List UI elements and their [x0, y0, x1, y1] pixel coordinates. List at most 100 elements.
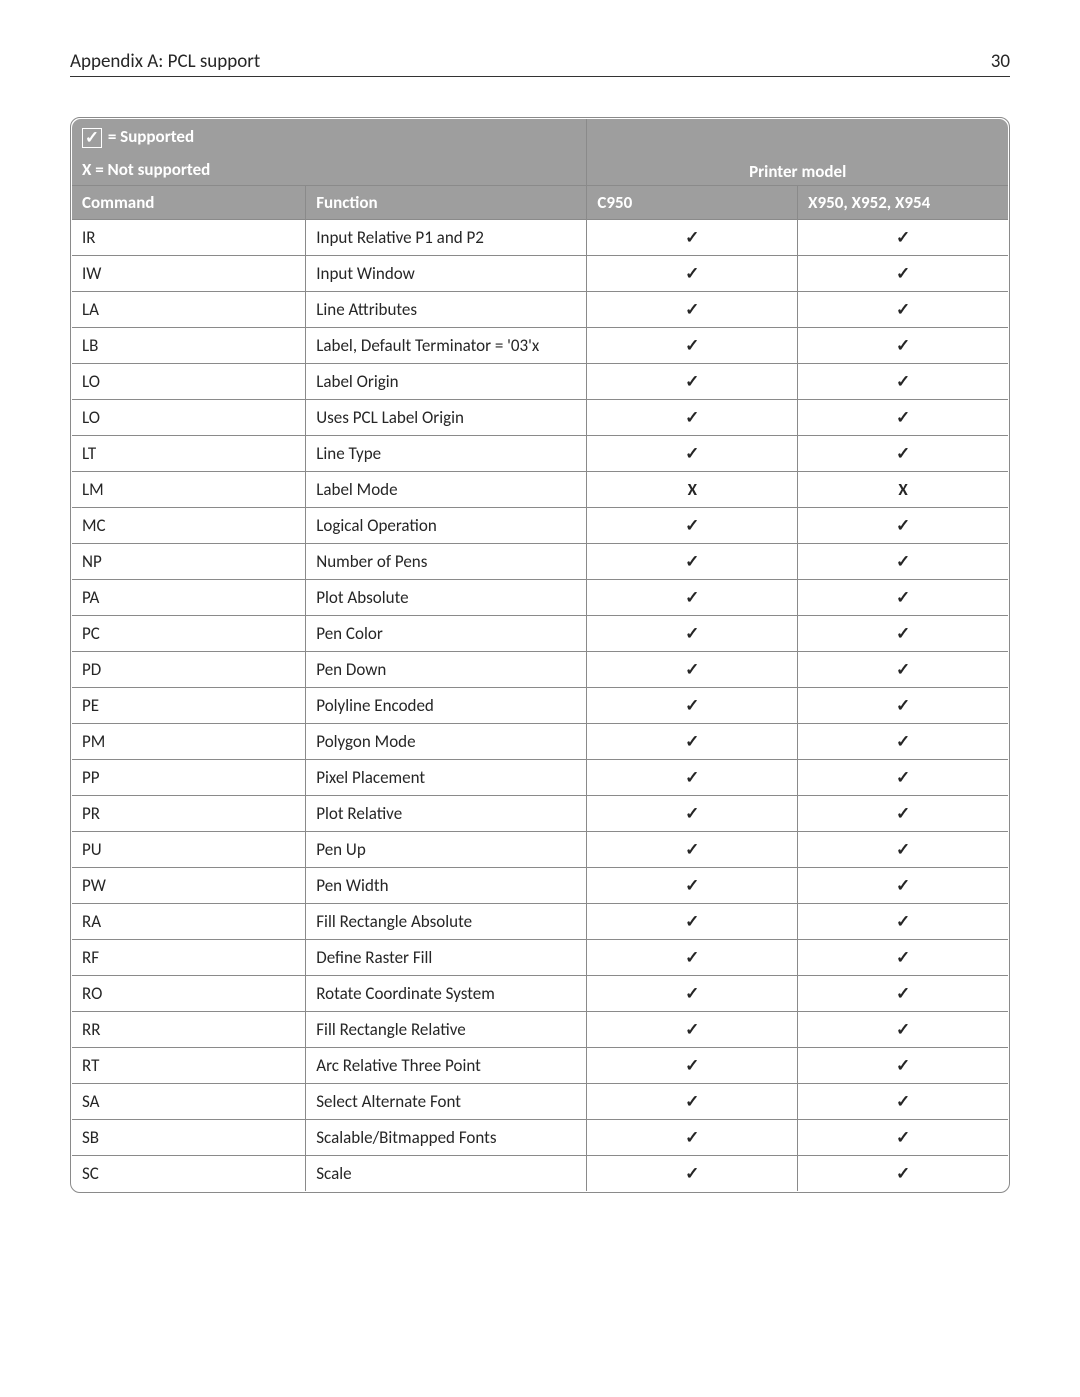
function-cell: Plot Relative	[306, 795, 587, 831]
command-cell: SC	[72, 1155, 306, 1191]
c950-support-cell: ✓	[587, 255, 798, 291]
c950-support-cell: ✓	[587, 975, 798, 1011]
c950-support-cell: ✓	[587, 579, 798, 615]
table-row: PEPolyline Encoded✓✓	[72, 687, 1009, 723]
table-row: RTArc Relative Three Point✓✓	[72, 1047, 1009, 1083]
command-cell: PD	[72, 651, 306, 687]
x95x-support-cell: ✓	[798, 363, 1009, 399]
function-cell: Select Alternate Font	[306, 1083, 587, 1119]
table-row: PAPlot Absolute✓✓	[72, 579, 1009, 615]
command-cell: RF	[72, 939, 306, 975]
x95x-support-cell: ✓	[798, 723, 1009, 759]
c950-support-cell: ✓	[587, 1083, 798, 1119]
page-header: Appendix A: PCL support 30	[70, 50, 1010, 77]
c950-support-cell: ✓	[587, 327, 798, 363]
table-row: RAFill Rectangle Absolute✓✓	[72, 903, 1009, 939]
col-c950: C950	[587, 185, 798, 219]
x95x-support-cell: ✓	[798, 687, 1009, 723]
function-cell: Define Raster Fill	[306, 939, 587, 975]
x95x-support-cell: ✓	[798, 507, 1009, 543]
function-cell: Label, Default Terminator = '03'x	[306, 327, 587, 363]
command-cell: RO	[72, 975, 306, 1011]
x95x-support-cell: ✓	[798, 219, 1009, 255]
command-cell: NP	[72, 543, 306, 579]
function-cell: Polyline Encoded	[306, 687, 587, 723]
c950-support-cell: ✓	[587, 759, 798, 795]
function-cell: Fill Rectangle Relative	[306, 1011, 587, 1047]
function-cell: Scalable/Bitmapped Fonts	[306, 1119, 587, 1155]
x95x-support-cell: ✓	[798, 867, 1009, 903]
table-row: IWInput Window✓✓	[72, 255, 1009, 291]
support-table-wrap: ✓ = Supported Printer model X = Not supp…	[70, 117, 1010, 1193]
x95x-support-cell: ✓	[798, 579, 1009, 615]
command-cell: PM	[72, 723, 306, 759]
command-cell: PC	[72, 615, 306, 651]
table-row: PCPen Color✓✓	[72, 615, 1009, 651]
x95x-support-cell: ✓	[798, 615, 1009, 651]
command-cell: RA	[72, 903, 306, 939]
x95x-support-cell: ✓	[798, 1155, 1009, 1191]
x95x-support-cell: ✓	[798, 1119, 1009, 1155]
c950-support-cell: ✓	[587, 1047, 798, 1083]
legend-cell-bottom: X = Not supported	[72, 152, 587, 185]
legend-notsupported-text: X = Not supported	[82, 158, 576, 182]
table-row: PMPolygon Mode✓✓	[72, 723, 1009, 759]
table-row: LBLabel, Default Terminator = '03'x✓✓	[72, 327, 1009, 363]
col-function: Function	[306, 185, 587, 219]
legend-row: ✓ = Supported Printer model	[72, 119, 1009, 152]
command-cell: SB	[72, 1119, 306, 1155]
function-cell: Rotate Coordinate System	[306, 975, 587, 1011]
command-cell: LA	[72, 291, 306, 327]
function-cell: Plot Absolute	[306, 579, 587, 615]
table-row: LMLabel ModeXX	[72, 471, 1009, 507]
command-cell: LM	[72, 471, 306, 507]
command-cell: PP	[72, 759, 306, 795]
c950-support-cell: ✓	[587, 1011, 798, 1047]
c950-support-cell: ✓	[587, 867, 798, 903]
table-row: MCLogical Operation✓✓	[72, 507, 1009, 543]
function-cell: Pen Color	[306, 615, 587, 651]
c950-support-cell: ✓	[587, 399, 798, 435]
function-cell: Uses PCL Label Origin	[306, 399, 587, 435]
table-row: PWPen Width✓✓	[72, 867, 1009, 903]
command-cell: LO	[72, 363, 306, 399]
table-row: SASelect Alternate Font✓✓	[72, 1083, 1009, 1119]
x95x-support-cell: ✓	[798, 903, 1009, 939]
command-cell: LT	[72, 435, 306, 471]
function-cell: Label Mode	[306, 471, 587, 507]
command-cell: PU	[72, 831, 306, 867]
function-cell: Input Relative P1 and P2	[306, 219, 587, 255]
function-cell: Line Attributes	[306, 291, 587, 327]
c950-support-cell: ✓	[587, 687, 798, 723]
x95x-support-cell: ✓	[798, 831, 1009, 867]
c950-support-cell: ✓	[587, 723, 798, 759]
check-icon: ✓	[82, 128, 102, 148]
page-number: 30	[991, 50, 1010, 73]
col-command: Command	[72, 185, 306, 219]
command-cell: SA	[72, 1083, 306, 1119]
column-header-row: Command Function C950 X950, X952, X954	[72, 185, 1009, 219]
command-cell: LB	[72, 327, 306, 363]
table-row: RORotate Coordinate System✓✓	[72, 975, 1009, 1011]
x95x-support-cell: ✓	[798, 1083, 1009, 1119]
c950-support-cell: ✓	[587, 435, 798, 471]
c950-support-cell: ✓	[587, 651, 798, 687]
function-cell: Label Origin	[306, 363, 587, 399]
command-cell: IR	[72, 219, 306, 255]
table-row: PDPen Down✓✓	[72, 651, 1009, 687]
legend-cell-top: ✓ = Supported	[72, 119, 587, 152]
function-cell: Fill Rectangle Absolute	[306, 903, 587, 939]
x95x-support-cell: ✓	[798, 327, 1009, 363]
c950-support-cell: ✓	[587, 615, 798, 651]
function-cell: Pen Down	[306, 651, 587, 687]
c950-support-cell: ✓	[587, 543, 798, 579]
table-row: SBScalable/Bitmapped Fonts✓✓	[72, 1119, 1009, 1155]
x95x-support-cell: ✓	[798, 795, 1009, 831]
c950-support-cell: ✓	[587, 219, 798, 255]
table-row: RRFill Rectangle Relative✓✓	[72, 1011, 1009, 1047]
c950-support-cell: ✓	[587, 507, 798, 543]
function-cell: Scale	[306, 1155, 587, 1191]
table-row: IRInput Relative P1 and P2✓✓	[72, 219, 1009, 255]
command-cell: RR	[72, 1011, 306, 1047]
c950-support-cell: ✓	[587, 939, 798, 975]
